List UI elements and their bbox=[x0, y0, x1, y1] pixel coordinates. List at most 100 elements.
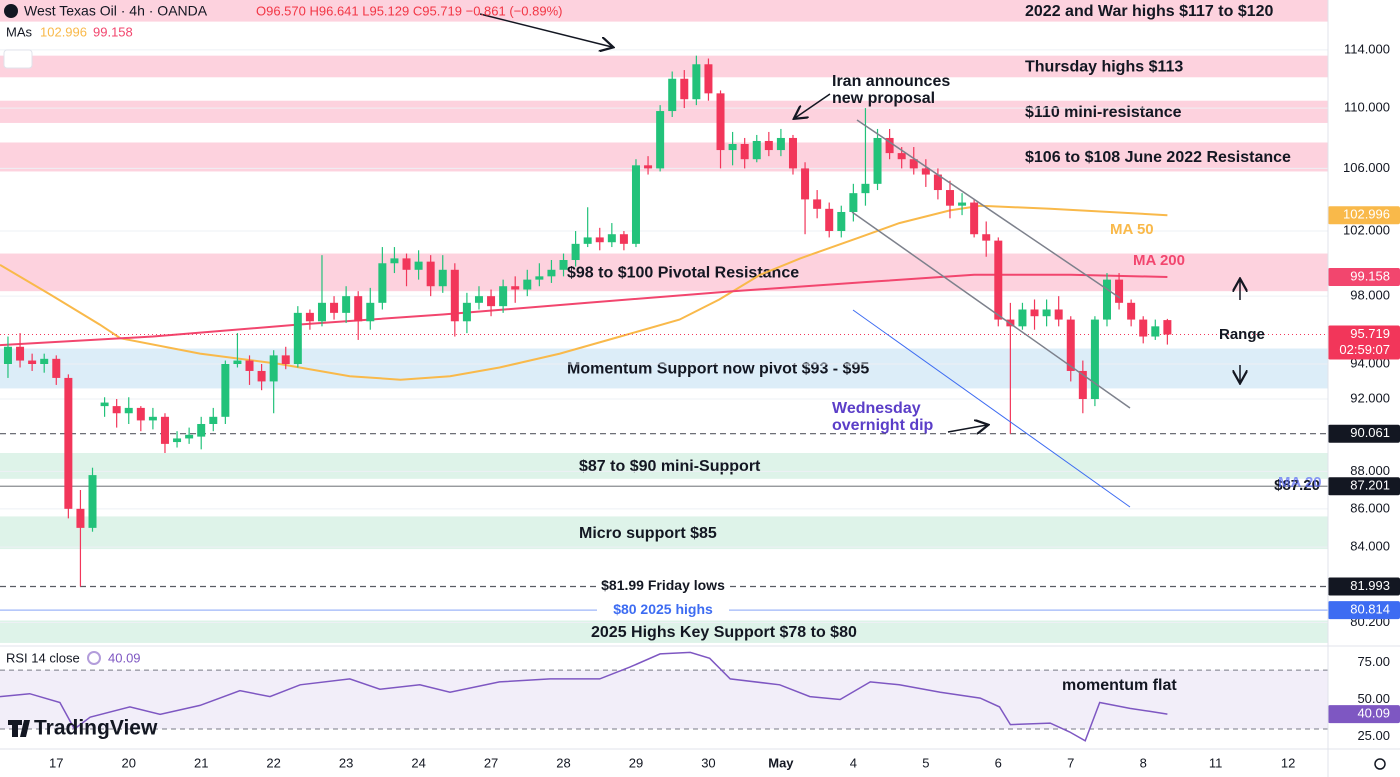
zone-label: Micro support $85 bbox=[579, 525, 717, 542]
price-tag bbox=[1328, 477, 1400, 496]
candle-body bbox=[1163, 320, 1172, 335]
candle-body bbox=[40, 358, 49, 365]
level-label-bg bbox=[597, 577, 729, 596]
candle-body bbox=[945, 190, 954, 206]
candle-body bbox=[631, 165, 640, 244]
annotation: Wednesday bbox=[832, 400, 921, 417]
candle-body bbox=[1127, 302, 1136, 320]
rsi-tag-label: 40.09 bbox=[1357, 706, 1390, 721]
candle-body bbox=[970, 202, 979, 235]
watermark: TradingView bbox=[34, 717, 158, 740]
candle-body bbox=[474, 296, 483, 303]
candle-body bbox=[897, 153, 906, 160]
candle-body bbox=[1042, 309, 1051, 317]
candle-body bbox=[861, 183, 870, 194]
candle-body bbox=[124, 407, 133, 414]
candle-body bbox=[487, 296, 496, 307]
candle-body bbox=[523, 279, 532, 290]
price-tag bbox=[1328, 206, 1400, 225]
zone bbox=[0, 55, 1328, 78]
candle-body bbox=[426, 261, 435, 287]
candle-body bbox=[499, 286, 508, 307]
candle-body bbox=[668, 78, 677, 112]
candle-body bbox=[1102, 279, 1111, 320]
y-tick-label: 110.000 bbox=[1344, 100, 1390, 115]
candle-body bbox=[64, 377, 73, 509]
candle-body bbox=[52, 358, 61, 378]
collapse-button[interactable] bbox=[3, 49, 33, 69]
x-tick-label: 5 bbox=[922, 755, 929, 770]
candle-body bbox=[873, 137, 882, 184]
ma-annotation: MA 200 bbox=[1133, 252, 1185, 269]
level-label: $87.20 bbox=[1274, 477, 1320, 494]
ma-annotation: MA 50 bbox=[1110, 221, 1154, 238]
candle-body bbox=[3, 346, 12, 365]
candle-body bbox=[788, 137, 797, 169]
candle-body bbox=[1139, 319, 1148, 337]
x-tick-label: 22 bbox=[266, 755, 280, 770]
x-tick-label: 6 bbox=[995, 755, 1002, 770]
x-tick-label: 20 bbox=[122, 755, 136, 770]
rsi-label: RSI 14 close bbox=[6, 650, 80, 665]
candle-body bbox=[958, 202, 967, 206]
candle-body bbox=[994, 240, 1003, 320]
ma-value: 99.158 bbox=[93, 24, 133, 39]
candle-body bbox=[28, 360, 37, 365]
candle-body bbox=[1151, 326, 1160, 337]
candle-body bbox=[305, 312, 314, 322]
candle-body bbox=[921, 168, 930, 175]
candle-body bbox=[450, 269, 459, 322]
channel-line bbox=[856, 119, 1121, 299]
candle-body bbox=[704, 64, 713, 94]
candle-body bbox=[559, 260, 568, 270]
candle-body bbox=[1078, 370, 1087, 400]
ma-label: MAs bbox=[6, 24, 33, 39]
annotation: Range bbox=[1219, 326, 1265, 343]
zone bbox=[0, 348, 1328, 389]
candle-body bbox=[378, 263, 387, 303]
ma-line bbox=[0, 273, 1168, 347]
rsi-tag bbox=[1328, 705, 1400, 724]
candle-body bbox=[933, 174, 942, 191]
candle-body bbox=[1018, 309, 1027, 327]
arrow bbox=[795, 93, 831, 118]
zone bbox=[0, 620, 1328, 643]
candle-body bbox=[909, 159, 918, 169]
candle-body bbox=[330, 302, 339, 313]
candle-body bbox=[1115, 279, 1124, 303]
zone-label: Momentum Support now pivot $93 - $95 bbox=[567, 361, 869, 378]
rsi-icon bbox=[87, 651, 101, 665]
zone-label: 2022 and War highs $117 to $120 bbox=[1025, 3, 1274, 20]
candle-body bbox=[438, 269, 447, 287]
countdown: 02:59:07 bbox=[1339, 342, 1390, 357]
candle-body bbox=[885, 137, 894, 154]
x-tick-label: 30 bbox=[701, 755, 715, 770]
candle-body bbox=[414, 261, 423, 270]
candle-body bbox=[185, 434, 194, 439]
x-tick-label: 21 bbox=[194, 755, 208, 770]
candle-body bbox=[402, 258, 411, 270]
trend-line bbox=[852, 309, 1131, 508]
level-label: $80 2025 highs bbox=[613, 601, 713, 617]
candle-body bbox=[825, 208, 834, 232]
price-tag-label: 81.993 bbox=[1350, 578, 1390, 593]
y-tick-label: 102.000 bbox=[1343, 222, 1390, 237]
candle-body bbox=[221, 364, 230, 417]
candle-body bbox=[245, 360, 254, 371]
candle-body bbox=[776, 137, 785, 151]
symbol: West Texas Oil · 4h · OANDA bbox=[24, 3, 208, 19]
settings[interactable] bbox=[1374, 758, 1386, 770]
price-tag-label: 80.814 bbox=[1350, 602, 1390, 617]
zone-label: $98 to $100 Pivotal Resistance bbox=[567, 265, 799, 282]
candle-body bbox=[88, 475, 97, 528]
logo bbox=[8, 720, 30, 737]
price-tag bbox=[1328, 424, 1400, 443]
rsi-tick-label: 50.00 bbox=[1357, 691, 1390, 706]
candle-body bbox=[148, 416, 157, 421]
candle-body bbox=[547, 269, 556, 277]
candle-body bbox=[692, 64, 701, 100]
price-tag-label: 102.996 bbox=[1343, 207, 1390, 222]
y-tick-label: 98.000 bbox=[1350, 288, 1390, 303]
annotation: Iran announces bbox=[832, 73, 950, 90]
